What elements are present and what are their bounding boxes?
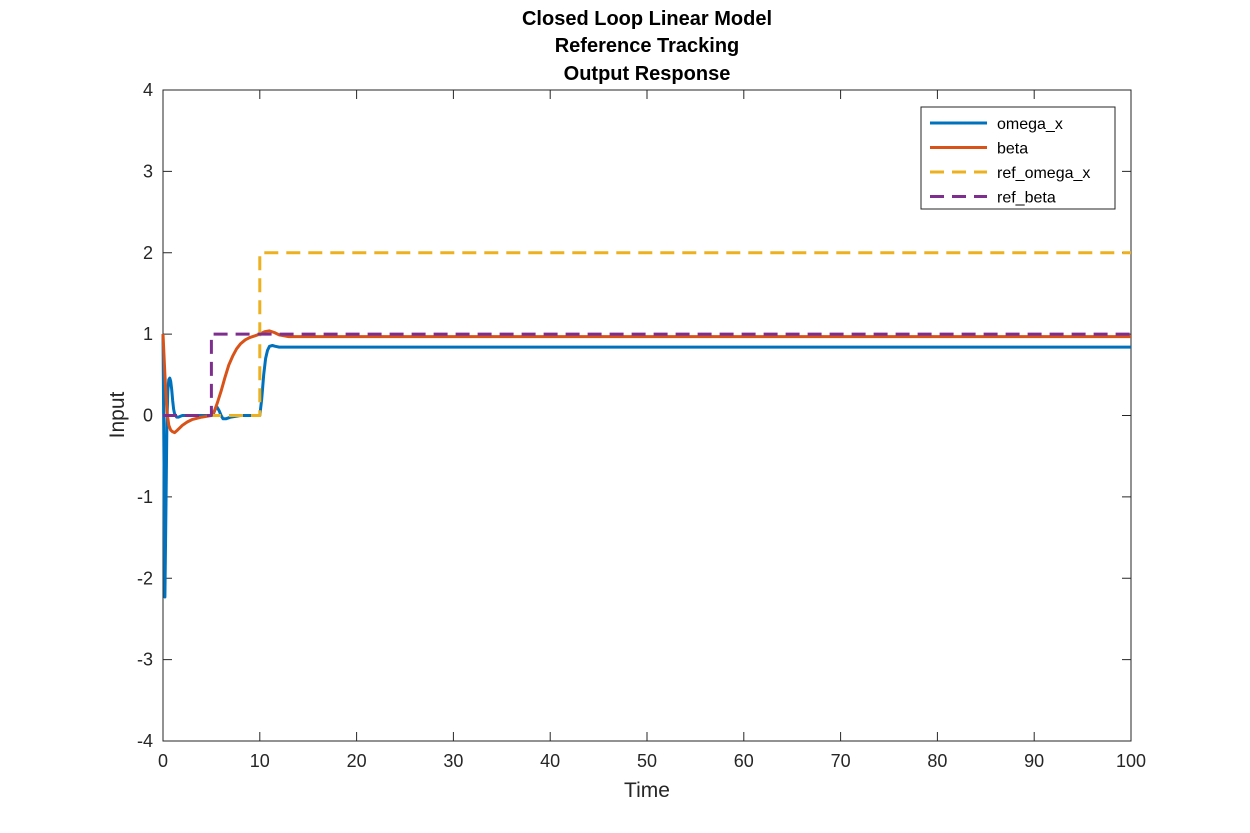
y-tick-label: -2 [137,568,153,588]
chart-title-line-2: Reference Tracking [555,35,740,57]
series-line-beta [161,329,1131,435]
x-tick-label: 0 [158,751,168,771]
x-tick-label: 50 [637,751,657,771]
y-tick-label: 0 [143,406,153,426]
legend-label: beta [997,141,1028,158]
series-line-omega-x [161,334,1131,599]
x-tick-label: 70 [831,751,851,771]
legend-label: ref_omega_x [997,165,1090,182]
y-axis-label: Input [106,391,129,438]
series-line-ref-beta [163,332,1131,417]
x-tick-label: 10 [250,751,270,771]
x-tick-label: 40 [540,751,560,771]
y-tick-label: 3 [143,161,153,181]
x-tick-label: 20 [347,751,367,771]
legend-label: ref_beta [997,190,1056,207]
x-tick-label: 80 [927,751,947,771]
x-axis-label: Time [624,779,670,802]
x-tick-label: 100 [1116,751,1146,771]
x-tick-label: 90 [1024,751,1044,771]
y-tick-label: 1 [143,324,153,344]
y-tick-label: -4 [137,731,153,751]
chart-title-line-3: Output Response [564,63,731,85]
y-tick-label: -1 [137,487,153,507]
legend-label: omega_x [997,116,1063,133]
y-tick-label: 2 [143,243,153,263]
y-tick-label: 4 [143,80,153,100]
x-tick-label: 30 [443,751,463,771]
chart-title-line-1: Closed Loop Linear Model [522,8,772,30]
y-tick-label: -3 [137,650,153,670]
x-tick-label: 60 [734,751,754,771]
